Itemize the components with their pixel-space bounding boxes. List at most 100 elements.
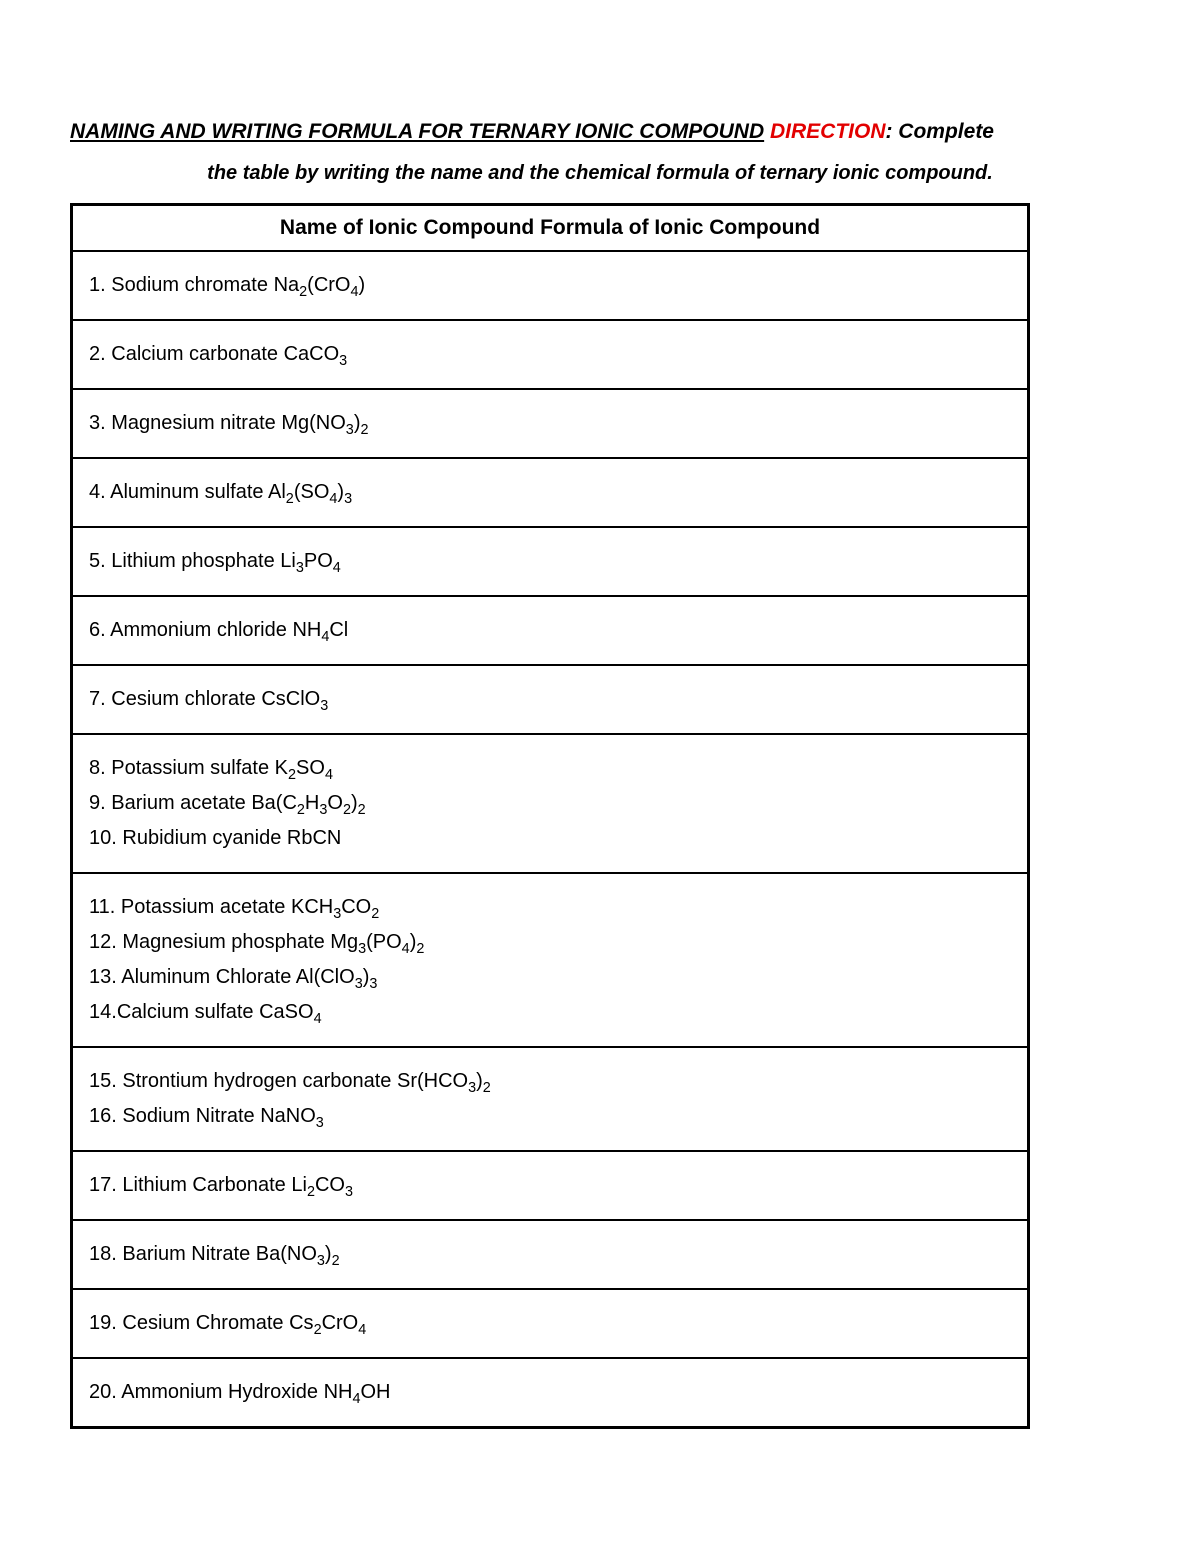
compound-entry: 19. Cesium Chromate Cs2CrO4: [89, 1308, 1011, 1339]
table-header: Name of Ionic Compound Formula of Ionic …: [73, 206, 1027, 252]
compound-entry: 17. Lithium Carbonate Li2CO3: [89, 1170, 1011, 1201]
table-row: 1. Sodium chromate Na2(CrO4): [73, 252, 1027, 321]
worksheet-page: NAMING AND WRITING FORMULA FOR TERNARY I…: [0, 0, 1200, 1489]
table-row: 3. Magnesium nitrate Mg(NO3)2: [73, 390, 1027, 459]
compound-entry: 2. Calcium carbonate CaCO3: [89, 339, 1011, 370]
compound-entry: 12. Magnesium phosphate Mg3(PO4)2: [89, 927, 1011, 958]
compound-entry: 9. Barium acetate Ba(C2H3O2)2: [89, 788, 1011, 819]
page-title-line: NAMING AND WRITING FORMULA FOR TERNARY I…: [70, 120, 1130, 144]
compound-name: Calcium carbonate: [111, 343, 278, 365]
table-row: 2. Calcium carbonate CaCO3: [73, 321, 1027, 390]
entry-number: 6.: [89, 619, 106, 641]
compound-entry: 15. Strontium hydrogen carbonate Sr(HCO3…: [89, 1066, 1011, 1097]
compound-name: Barium Nitrate: [122, 1243, 250, 1265]
compound-formula: NaNO3: [260, 1105, 324, 1127]
entry-number: 16.: [89, 1105, 117, 1127]
compound-name: Cesium chlorate: [111, 688, 256, 710]
compound-formula: Ba(C2H3O2)2: [251, 792, 365, 814]
table-row: 4. Aluminum sulfate Al2(SO4)3: [73, 459, 1027, 528]
compound-name: Lithium Carbonate: [122, 1174, 285, 1196]
compound-entry: 20. Ammonium Hydroxide NH4OH: [89, 1377, 1011, 1408]
table-row: 19. Cesium Chromate Cs2CrO4: [73, 1290, 1027, 1359]
entry-number: 1.: [89, 274, 106, 296]
compound-name: Magnesium nitrate: [111, 412, 276, 434]
compound-entry: 1. Sodium chromate Na2(CrO4): [89, 270, 1011, 301]
compound-formula: Na2(CrO4): [274, 274, 366, 296]
entry-number: 11.: [89, 896, 115, 918]
page-subtitle: the table by writing the name and the ch…: [70, 162, 1130, 185]
entry-number: 14.: [89, 1001, 117, 1023]
entry-number: 10.: [89, 827, 117, 849]
entry-number: 20.: [89, 1381, 117, 1403]
compound-formula: CaSO4: [259, 1001, 321, 1023]
compound-formula: Mg3(PO4)2: [330, 931, 424, 953]
table-row: 11. Potassium acetate KCH3CO2 12. Magnesi…: [73, 874, 1027, 1048]
compound-formula: NH4OH: [324, 1381, 391, 1403]
compound-entry: 3. Magnesium nitrate Mg(NO3)2: [89, 408, 1011, 439]
compound-name: Strontium hydrogen carbonate: [122, 1070, 391, 1092]
compound-name: Potassium sulfate: [111, 757, 269, 779]
compound-entry: 16. Sodium Nitrate NaNO3: [89, 1101, 1011, 1132]
compound-name: Sodium chromate: [111, 274, 268, 296]
compound-formula: CsClO3: [261, 688, 328, 710]
compound-table: Name of Ionic Compound Formula of Ionic …: [70, 203, 1030, 1429]
compound-entry: 14.Calcium sulfate CaSO4: [89, 997, 1011, 1028]
compound-entry: 10. Rubidium cyanide RbCN: [89, 823, 1011, 854]
entry-number: 18.: [89, 1243, 117, 1265]
entry-number: 9.: [89, 792, 106, 814]
table-body: 1. Sodium chromate Na2(CrO4) 2. Calcium c…: [73, 252, 1027, 1426]
compound-entry: 11. Potassium acetate KCH3CO2: [89, 892, 1011, 923]
direction-tail: : Complete: [885, 120, 994, 143]
compound-name: Barium acetate: [111, 792, 246, 814]
compound-name: Ammonium chloride: [110, 619, 287, 641]
compound-entry: 8. Potassium sulfate K2SO4: [89, 753, 1011, 784]
entry-number: 13.: [89, 966, 117, 988]
compound-name: Rubidium cyanide: [122, 827, 281, 849]
entry-number: 5.: [89, 550, 106, 572]
table-row: 7. Cesium chlorate CsClO3: [73, 666, 1027, 735]
compound-entry: 13. Aluminum Chlorate Al(ClO3)3: [89, 962, 1011, 993]
compound-formula: Al2(SO4)3: [268, 481, 352, 503]
compound-name: Cesium Chromate: [122, 1312, 283, 1334]
page-title: NAMING AND WRITING FORMULA FOR TERNARY I…: [70, 120, 764, 143]
compound-formula: Sr(HCO3)2: [397, 1070, 491, 1092]
compound-entry: 6. Ammonium chloride NH4Cl: [89, 615, 1011, 646]
compound-name: Lithium phosphate: [111, 550, 274, 572]
table-row: 18. Barium Nitrate Ba(NO3)2: [73, 1221, 1027, 1290]
compound-formula: Li2CO3: [291, 1174, 353, 1196]
direction-label: DIRECTION: [770, 120, 886, 143]
compound-name: Sodium Nitrate: [122, 1105, 254, 1127]
table-row: 5. Lithium phosphate Li3PO4: [73, 528, 1027, 597]
compound-name: Calcium sulfate: [117, 1001, 254, 1023]
compound-formula: Mg(NO3)2: [281, 412, 368, 434]
compound-formula: Ba(NO3)2: [256, 1243, 340, 1265]
compound-name: Ammonium Hydroxide: [121, 1381, 318, 1403]
entry-number: 7.: [89, 688, 106, 710]
compound-formula: NH4Cl: [292, 619, 348, 641]
compound-formula: K2SO4: [275, 757, 333, 779]
entry-number: 2.: [89, 343, 106, 365]
compound-entry: 5. Lithium phosphate Li3PO4: [89, 546, 1011, 577]
compound-formula: Al(ClO3)3: [296, 966, 378, 988]
table-row: 15. Strontium hydrogen carbonate Sr(HCO3…: [73, 1048, 1027, 1152]
compound-formula: Cs2CrO4: [289, 1312, 366, 1334]
entry-number: 8.: [89, 757, 106, 779]
compound-name: Magnesium phosphate: [122, 931, 324, 953]
compound-entry: 7. Cesium chlorate CsClO3: [89, 684, 1011, 715]
compound-entry: 4. Aluminum sulfate Al2(SO4)3: [89, 477, 1011, 508]
table-row: 20. Ammonium Hydroxide NH4OH: [73, 1359, 1027, 1426]
entry-number: 3.: [89, 412, 106, 434]
entry-number: 4.: [89, 481, 106, 503]
compound-formula: RbCN: [287, 827, 341, 849]
compound-formula: Li3PO4: [280, 550, 341, 572]
entry-number: 17.: [89, 1174, 117, 1196]
table-row: 17. Lithium Carbonate Li2CO3: [73, 1152, 1027, 1221]
table-row: 8. Potassium sulfate K2SO4 9. Barium acet…: [73, 735, 1027, 874]
compound-name: Potassium acetate: [121, 896, 286, 918]
compound-entry: 18. Barium Nitrate Ba(NO3)2: [89, 1239, 1011, 1270]
table-row: 6. Ammonium chloride NH4Cl: [73, 597, 1027, 666]
compound-formula: CaCO3: [284, 343, 348, 365]
compound-name: Aluminum Chlorate: [121, 966, 291, 988]
entry-number: 12.: [89, 931, 117, 953]
entry-number: 15.: [89, 1070, 117, 1092]
